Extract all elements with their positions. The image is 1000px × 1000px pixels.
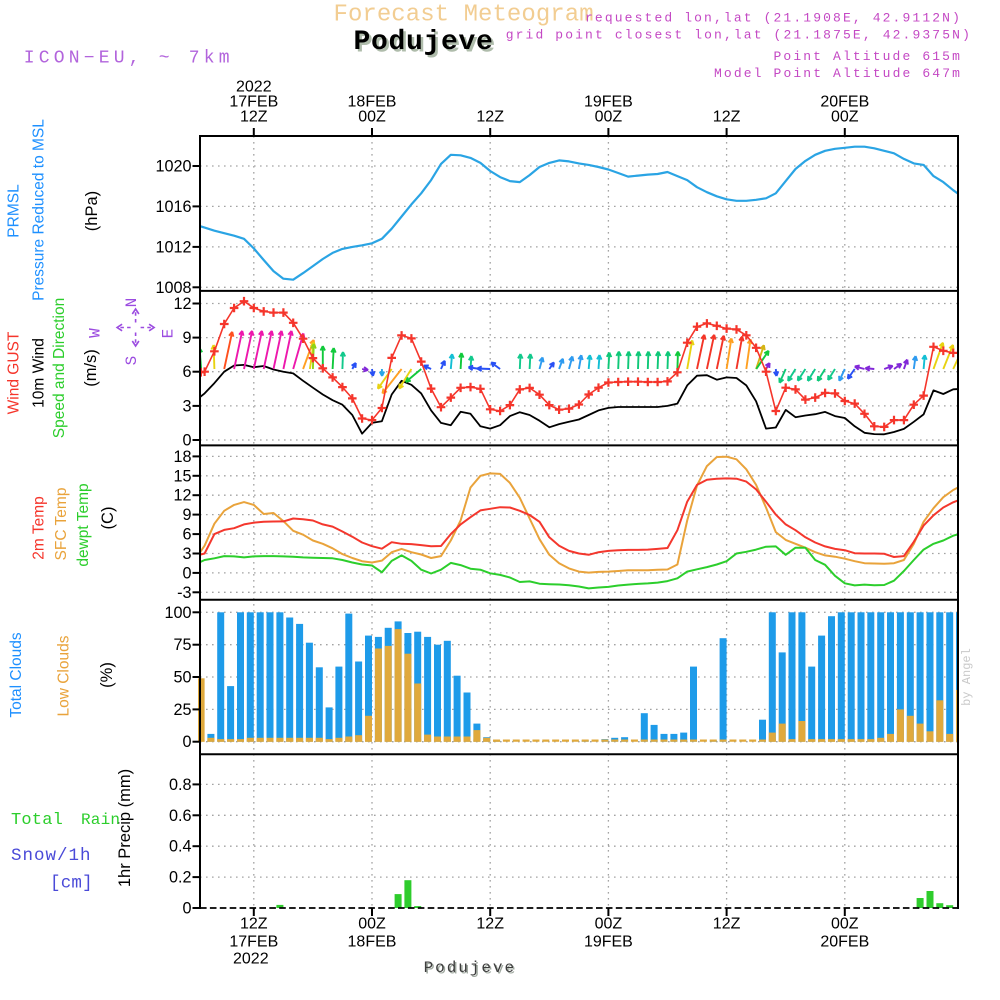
svg-text:PRMSL: PRMSL xyxy=(6,184,23,238)
svg-text:Snow/1h: Snow/1h xyxy=(11,846,92,866)
svg-text:1020: 1020 xyxy=(155,157,191,175)
svg-text:Speed and Direction: Speed and Direction xyxy=(51,298,68,438)
svg-text:Wind GUST: Wind GUST xyxy=(6,331,23,414)
svg-text:Low Clouds: Low Clouds xyxy=(56,635,73,716)
svg-text:12Z: 12Z xyxy=(240,916,268,933)
svg-text:12Z: 12Z xyxy=(713,109,741,126)
svg-text:0: 0 xyxy=(182,733,191,751)
svg-text:Podujeve: Podujeve xyxy=(354,27,494,58)
svg-text:9: 9 xyxy=(182,506,191,524)
svg-text:00Z: 00Z xyxy=(831,916,859,933)
svg-text:0.6: 0.6 xyxy=(169,807,192,825)
svg-text:Total Clouds: Total Clouds xyxy=(8,632,25,718)
svg-text:19FEB: 19FEB xyxy=(584,934,633,951)
svg-text:-3: -3 xyxy=(177,584,191,602)
svg-text:dewpt Temp: dewpt Temp xyxy=(75,483,92,566)
svg-text:19FEB: 19FEB xyxy=(584,94,633,111)
svg-text:2022: 2022 xyxy=(236,79,272,96)
svg-text:100: 100 xyxy=(164,604,191,622)
svg-text:3: 3 xyxy=(182,545,191,563)
svg-text:[cm]: [cm] xyxy=(50,874,93,894)
svg-text:Pressure Reduced to MSL: Pressure Reduced to MSL xyxy=(31,119,48,301)
svg-text:N: N xyxy=(123,298,141,308)
svg-text:1012: 1012 xyxy=(155,238,191,256)
svg-text:0.8: 0.8 xyxy=(169,776,192,794)
svg-text:20FEB: 20FEB xyxy=(820,934,869,951)
svg-text:18FEB: 18FEB xyxy=(348,934,397,951)
svg-text:10m Wind: 10m Wind xyxy=(31,338,48,408)
svg-text:12Z: 12Z xyxy=(476,916,504,933)
svg-text:W: W xyxy=(87,328,105,338)
svg-text:Rain: Rain xyxy=(81,811,120,829)
svg-text:12Z: 12Z xyxy=(476,109,504,126)
svg-text:by Angel: by Angel xyxy=(960,648,974,706)
svg-text:18FEB: 18FEB xyxy=(348,94,397,111)
svg-text:6: 6 xyxy=(182,526,191,544)
svg-text:0: 0 xyxy=(182,900,191,918)
svg-text:00Z: 00Z xyxy=(595,916,623,933)
svg-text:E: E xyxy=(160,329,178,339)
svg-text:1008: 1008 xyxy=(155,279,191,297)
svg-text:00Z: 00Z xyxy=(595,109,623,126)
svg-text:requested lon,lat (21.1908E, 4: requested lon,lat (21.1908E, 42.9112N) xyxy=(585,11,962,26)
svg-text:18: 18 xyxy=(173,448,191,466)
svg-text:ICON−EU, ~ 7km: ICON−EU, ~ 7km xyxy=(24,49,234,69)
svg-text:00Z: 00Z xyxy=(358,916,386,933)
svg-text:00Z: 00Z xyxy=(831,109,859,126)
svg-text:0.2: 0.2 xyxy=(169,869,192,887)
svg-text:6: 6 xyxy=(182,363,191,381)
svg-text:Forecast Meteogram: Forecast Meteogram xyxy=(334,2,594,29)
svg-text:(C): (C) xyxy=(99,507,117,530)
svg-text:12Z: 12Z xyxy=(240,109,268,126)
svg-text:9: 9 xyxy=(182,329,191,347)
svg-text:0.4: 0.4 xyxy=(169,838,192,856)
svg-text:Model Point Altitude 647m: Model Point Altitude 647m xyxy=(714,66,962,81)
svg-text:12Z: 12Z xyxy=(713,916,741,933)
svg-text:17FEB: 17FEB xyxy=(229,934,278,951)
svg-text:0: 0 xyxy=(182,564,191,582)
svg-text:3: 3 xyxy=(182,397,191,415)
svg-text:(m/s): (m/s) xyxy=(82,349,100,387)
svg-text:2m Temp: 2m Temp xyxy=(31,496,48,559)
svg-text:Podujeve: Podujeve xyxy=(424,959,516,977)
svg-text:(%): (%) xyxy=(98,662,116,688)
svg-text:50: 50 xyxy=(173,669,191,687)
svg-text:1hr Precip (mm): 1hr Precip (mm) xyxy=(116,769,134,887)
svg-text:Podujeve: Podujeve xyxy=(425,961,517,979)
svg-text:20FEB: 20FEB xyxy=(820,94,869,111)
svg-text:00Z: 00Z xyxy=(358,109,386,126)
svg-text:0: 0 xyxy=(182,432,191,450)
svg-text:25: 25 xyxy=(173,701,191,719)
svg-text:12: 12 xyxy=(173,487,191,505)
svg-text:grid point closest lon,lat (21: grid point closest lon,lat (21.1875E, 42… xyxy=(506,28,972,43)
svg-text:17FEB: 17FEB xyxy=(229,94,278,111)
svg-text:Point Altitude 615m: Point Altitude 615m xyxy=(774,49,963,64)
svg-text:(hPa): (hPa) xyxy=(83,191,101,231)
svg-text:S: S xyxy=(123,356,141,366)
svg-text:1016: 1016 xyxy=(155,198,191,216)
svg-text:15: 15 xyxy=(173,467,191,485)
svg-text:SFC Temp: SFC Temp xyxy=(53,488,70,561)
svg-text:Podujeve: Podujeve xyxy=(356,30,496,61)
svg-text:75: 75 xyxy=(173,636,191,654)
svg-text:2022: 2022 xyxy=(233,951,269,968)
svg-text:12: 12 xyxy=(173,295,191,313)
svg-text:Total: Total xyxy=(11,811,63,830)
